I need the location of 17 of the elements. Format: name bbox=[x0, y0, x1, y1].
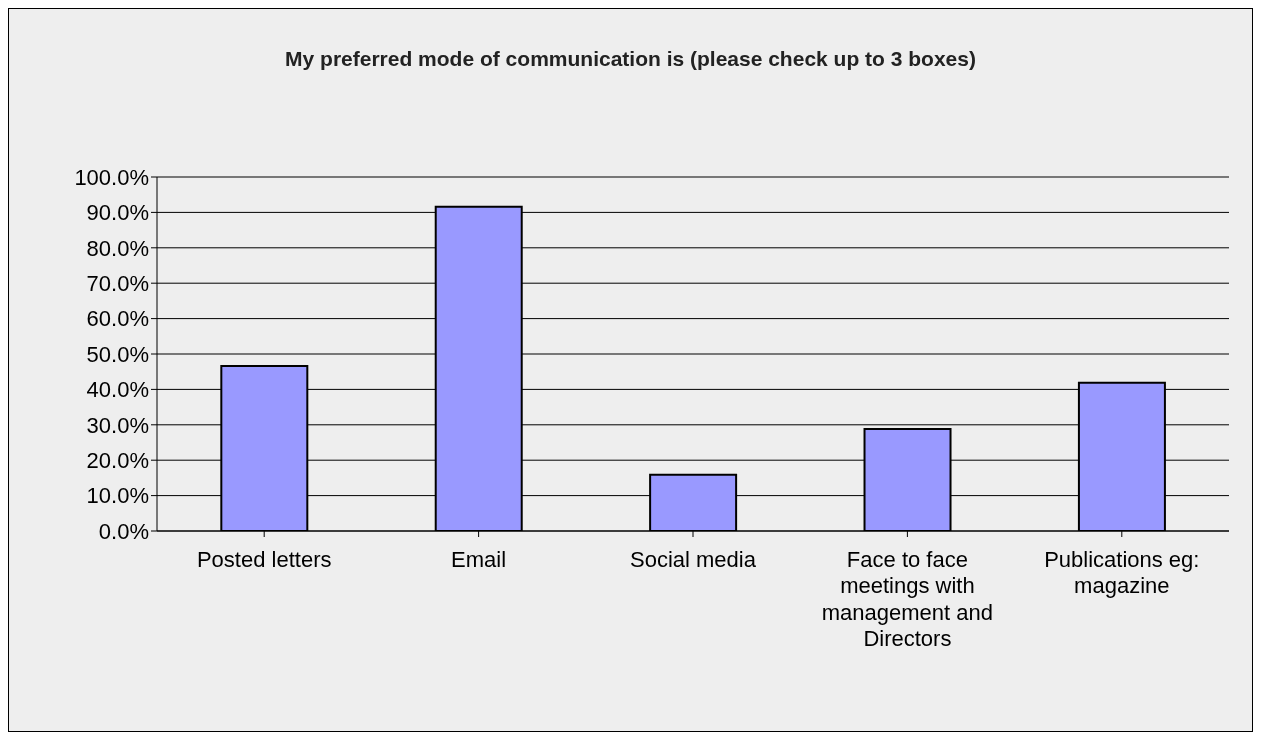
x-tick-label: Face to face meetings with management and Directors bbox=[821, 546, 994, 651]
x-tick-label: Publications eg: magazine bbox=[1044, 546, 1200, 599]
chart-title: My preferred mode of communication is (please check up to 3 boxes) bbox=[285, 47, 976, 70]
y-tick-label: 20.0% bbox=[86, 448, 149, 474]
y-tick-label: 90.0% bbox=[86, 200, 149, 226]
x-tick-label: Social media bbox=[630, 546, 757, 572]
y-tick-label: 0.0% bbox=[98, 518, 149, 544]
y-tick-label: 10.0% bbox=[86, 483, 149, 509]
x-tick-label: Email bbox=[451, 546, 507, 572]
x-tick-label: Posted letters bbox=[196, 546, 332, 572]
y-tick-label: 50.0% bbox=[86, 341, 149, 367]
y-tick-label: 100.0% bbox=[74, 164, 149, 190]
y-tick-label: 70.0% bbox=[86, 271, 149, 297]
y-tick-label: 80.0% bbox=[86, 235, 149, 261]
y-tick-label: 60.0% bbox=[86, 306, 149, 332]
y-tick-label: 30.0% bbox=[86, 412, 149, 438]
y-tick-label: 40.0% bbox=[86, 377, 149, 403]
